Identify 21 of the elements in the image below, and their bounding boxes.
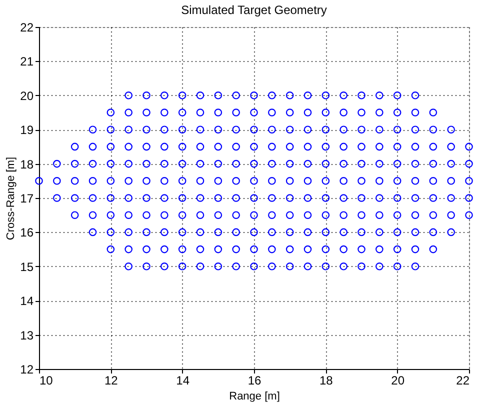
x-tick-label: 16 <box>248 374 262 388</box>
y-tick-label: 21 <box>20 54 34 69</box>
x-tick-label: 12 <box>104 374 118 388</box>
x-tick-label: 10 <box>40 374 54 388</box>
y-tick-label: 17 <box>20 192 34 206</box>
y-tick-label: 13 <box>20 328 34 342</box>
y-tick-label: 14 <box>20 294 34 308</box>
x-tick-label: 14 <box>176 374 190 388</box>
y-axis-title: Cross-Range [m] <box>5 156 18 240</box>
y-tick-label: 19 <box>20 123 34 138</box>
x-tick-label: 18 <box>319 374 334 388</box>
y-tick-label: 16 <box>20 226 34 240</box>
y-tick-label: 12 <box>20 362 34 376</box>
y-tick-label: 22 <box>20 20 34 34</box>
x-tick-label: 20 <box>391 374 405 388</box>
x-axis-title: Range [m] <box>229 390 280 402</box>
y-tick-label: 20 <box>20 88 34 103</box>
y-tick-label: 15 <box>20 260 34 274</box>
x-tick-label: 22 <box>456 374 470 388</box>
y-tick-label: 18 <box>20 157 34 172</box>
chart-title: Simulated Target Geometry <box>181 3 327 17</box>
